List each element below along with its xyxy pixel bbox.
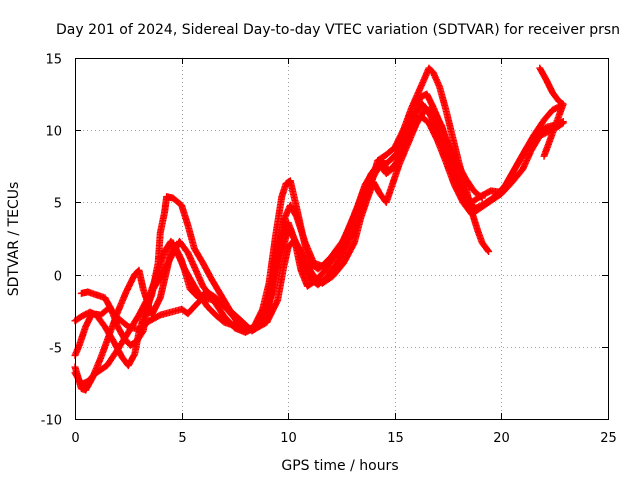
data-point-trace-d [484,247,492,255]
x-axis-label: GPS time / hours [281,458,398,474]
y-tick-labels: -10 -5 0 5 10 15 [41,53,62,429]
x-tick-label: 15 [387,431,404,446]
x-tick-labels: 0 5 10 15 20 25 [71,431,616,446]
y-tick-label: 10 [45,125,62,140]
x-tick-label: 5 [178,431,186,446]
y-tick-label: 5 [54,197,62,212]
y-axis-label: SDTVAR / TECUs [6,182,22,297]
y-tick-label: 0 [54,270,62,285]
x-tick-label: 20 [493,431,510,446]
data-point-trace-d [485,247,493,255]
data-point-trace-e [477,193,485,201]
data-point-trace-c [559,118,567,126]
data-point-trace-e [478,194,486,202]
plot-frame [75,58,609,420]
y-tick-label: -10 [41,414,62,429]
y-tick-label: 15 [45,53,62,68]
chart-title: Day 201 of 2024, Sidereal Day-to-day VTE… [56,22,620,38]
x-tick-label: 10 [280,431,297,446]
data-point-trace-f [540,152,548,160]
x-tick-label: 25 [600,431,617,446]
x-tick-label: 0 [71,431,79,446]
data-markers [71,64,567,394]
y-tick-label: -5 [49,342,62,357]
